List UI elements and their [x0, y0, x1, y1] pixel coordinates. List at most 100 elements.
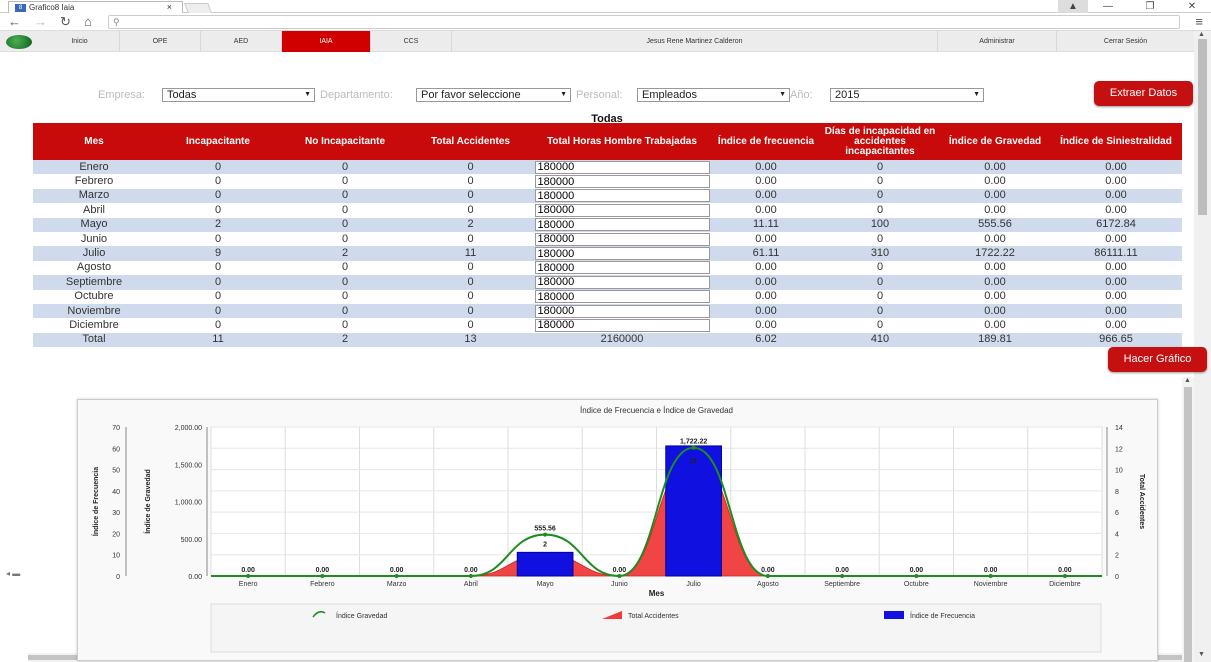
table-cell: 0 [155, 318, 281, 333]
legend-box [210, 603, 1102, 653]
total-cell: 6.02 [712, 332, 820, 348]
table-cell: Enero [33, 160, 155, 175]
table-cell: 0 [155, 275, 281, 290]
horas-input[interactable] [534, 189, 710, 203]
gravedad-point [988, 574, 993, 578]
empresa-select[interactable]: Todas ▼ [162, 88, 315, 102]
scrollbar-thumb[interactable] [1198, 39, 1207, 215]
table-cell: 11.11 [712, 217, 820, 232]
horas-input[interactable] [534, 247, 710, 261]
nav-item-ccs[interactable]: CCS [371, 31, 452, 52]
legend-label: Índice Gravedad [336, 611, 387, 620]
table-cell: 0.00 [712, 160, 820, 175]
table-cell: 0.00 [712, 289, 820, 304]
scroll-down-icon[interactable]: ▼ [1198, 651, 1205, 658]
scroll-up-icon[interactable]: ▲ [1184, 377, 1191, 384]
table-cell: 9 [155, 246, 281, 261]
chart-scroll-thumb[interactable] [1184, 387, 1192, 662]
total-cell: 189.81 [940, 332, 1050, 348]
tick-label: 500.00 [181, 537, 203, 544]
close-window-icon[interactable]: ✕ [1187, 1, 1197, 12]
table-cell: 1722.22 [940, 246, 1050, 261]
frecuencia-bar [516, 551, 574, 577]
horas-input[interactable] [534, 275, 710, 289]
table-row: Junio0000.0000.000.00 [33, 231, 1182, 247]
table-cell: Diciembre [33, 318, 155, 333]
total-row: Total 11 2 13 2160000 6.02 410 189.81 966.65 [33, 332, 1182, 348]
total-cell: 2 [281, 332, 409, 348]
browser-tab[interactable]: 8 Grafico8 Iaia × [8, 1, 183, 13]
restore-icon[interactable]: ❐ [1145, 1, 1155, 12]
table-row: Febrero0000.0000.000.00 [33, 174, 1182, 189]
close-tab-icon[interactable]: × [166, 2, 172, 12]
nav-item-aed[interactable]: AED [201, 31, 282, 52]
filter-bar: Empresa: Todas ▼ Departamento: Por favor … [98, 88, 998, 104]
table-cell: 0 [820, 203, 940, 218]
data-label: 0.00 [613, 567, 627, 574]
minimize-icon[interactable]: — [1103, 1, 1113, 12]
table-cell: 0 [409, 318, 532, 333]
horas-input[interactable] [534, 160, 710, 174]
horas-input[interactable] [534, 304, 710, 318]
table-cell: 555.56 [940, 217, 1050, 232]
scroll-up-icon[interactable]: ▲ [1198, 31, 1205, 38]
horas-input[interactable] [534, 218, 710, 232]
reload-icon[interactable]: ↻ [60, 14, 71, 29]
profile-icon[interactable]: ▲ [1058, 0, 1088, 13]
table-cell: 0.00 [1050, 275, 1182, 290]
scroll-left-icon[interactable]: ◂ ▬ [6, 569, 21, 578]
forward-icon[interactable]: → [34, 14, 47, 29]
table-cell [532, 289, 712, 304]
company-logo [6, 35, 32, 49]
table-cell: 0 [281, 318, 409, 333]
tick-label: 2,000.00 [175, 425, 202, 432]
nav-item-cerrar-sesion[interactable]: Cerrar Sesión [1103, 38, 1148, 45]
tick-label: 8 [1115, 489, 1119, 496]
personal-select[interactable]: Empleados ▼ [637, 88, 790, 102]
horas-input[interactable] [534, 318, 710, 332]
table-title: Todas [591, 113, 623, 125]
table-cell: Mayo [33, 217, 155, 232]
new-tab-button[interactable] [184, 3, 212, 13]
horas-input[interactable] [534, 232, 710, 246]
column-header: Índice de frecuencia [712, 123, 820, 160]
legend-label: Total Accidentes [628, 613, 679, 620]
table-cell: 0 [820, 275, 940, 290]
nav-item-administrar[interactable]: Administrar [938, 31, 1057, 52]
tick-label: 14 [1115, 425, 1123, 432]
total-cell: 13 [409, 332, 532, 348]
table-row: Enero0000.0000.000.00 [33, 160, 1182, 175]
page-scrollbar[interactable]: ▲ ▼ [1194, 31, 1211, 662]
table-cell: 6172.84 [1050, 217, 1182, 232]
address-bar[interactable]: ⚲ [108, 15, 1180, 29]
gravedad-point [840, 574, 845, 578]
anio-select[interactable]: 2015 ▼ [830, 88, 984, 102]
table-row: Octubre0000.0000.000.00 [33, 289, 1182, 304]
horas-input[interactable] [534, 261, 710, 275]
column-header: Índice de Gravedad [940, 123, 1050, 160]
column-header: Incapacitante [155, 123, 281, 160]
departamento-select[interactable]: Por favor seleccione ▼ [416, 88, 571, 102]
chart-panel-scrollbar[interactable]: ▲ [1182, 377, 1194, 662]
back-icon[interactable]: ← [8, 14, 21, 29]
horas-input[interactable] [534, 290, 710, 304]
home-icon[interactable]: ⌂ [84, 14, 92, 29]
extraer-datos-button[interactable]: Extraer Datos [1094, 81, 1193, 106]
empresa-value: Todas [167, 89, 197, 101]
nav-item-inicio[interactable]: Inicio [40, 31, 120, 52]
horas-input[interactable] [534, 175, 710, 189]
tab-title: Grafico8 Iaia [29, 3, 75, 12]
nav-item-iaia[interactable]: IAIA [282, 31, 371, 52]
nav-item-ope[interactable]: OPE [120, 31, 201, 52]
table-cell: 0.00 [940, 275, 1050, 290]
table-row: Abril0000.0000.000.00 [33, 203, 1182, 218]
hacer-grafico-button[interactable]: Hacer Gráfico [1108, 347, 1207, 372]
data-label: 2 [543, 542, 547, 549]
table-cell [532, 246, 712, 261]
menu-icon[interactable]: ≡ [1195, 14, 1203, 29]
horas-input[interactable] [534, 203, 710, 217]
table-cell: 0.00 [712, 260, 820, 276]
table-cell: 0.00 [940, 260, 1050, 276]
tab-strip: 8 Grafico8 Iaia × ▲ — ❐ ✕ [0, 0, 1211, 13]
